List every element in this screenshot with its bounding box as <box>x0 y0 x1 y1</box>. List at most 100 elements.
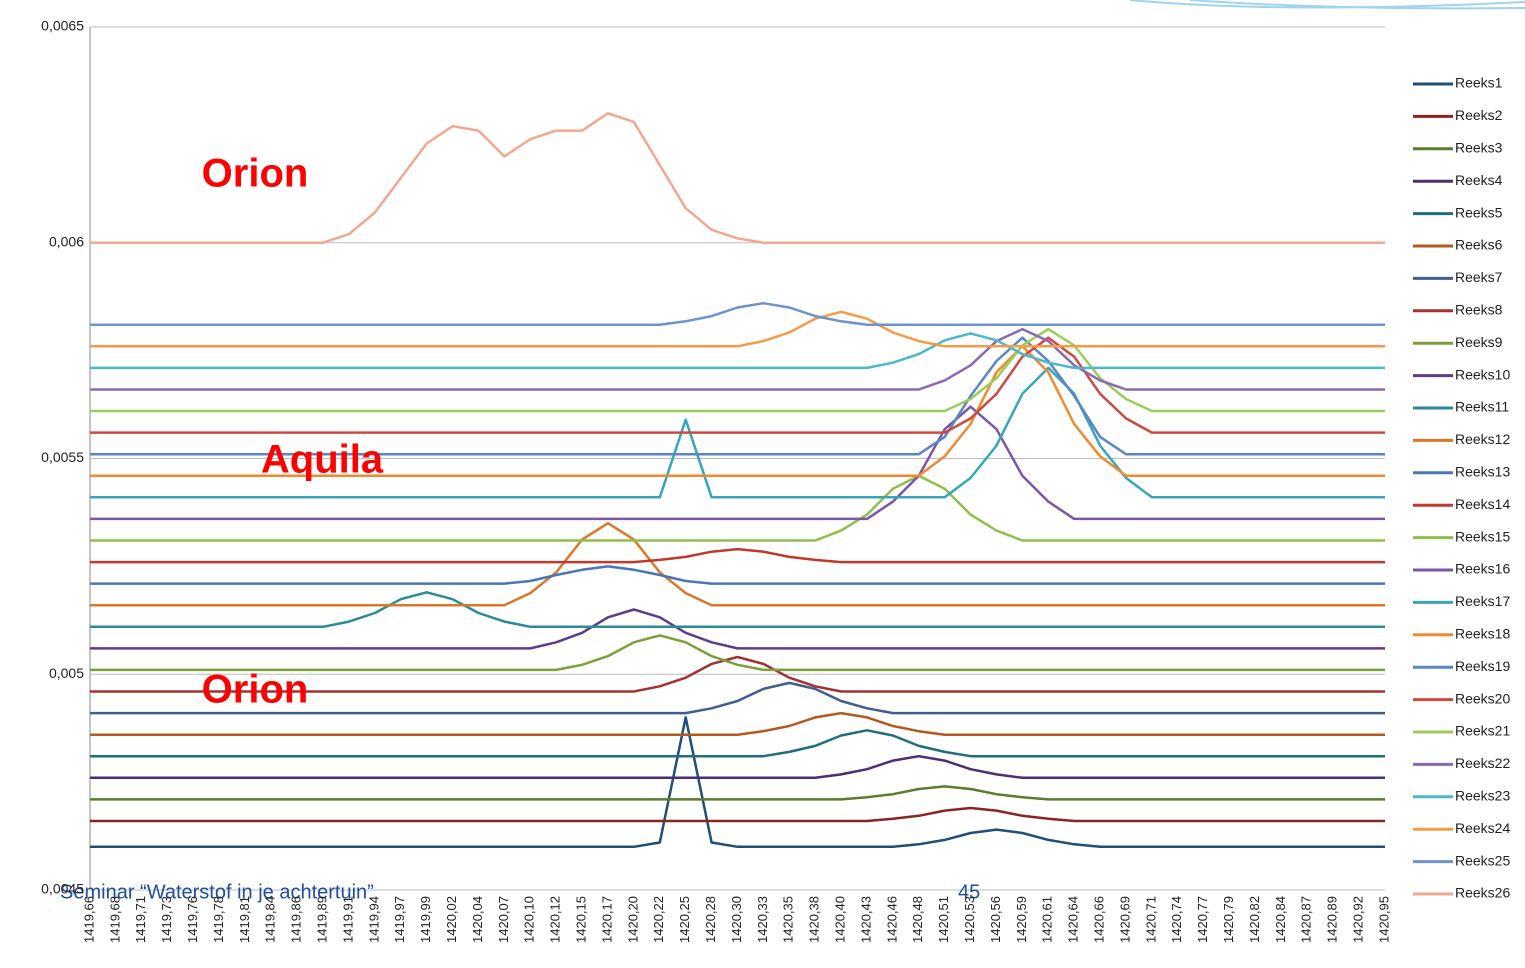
x-tick-label: 1419,99 <box>418 896 433 943</box>
series-line <box>90 366 1385 499</box>
x-tick-label: 1419,86 <box>289 896 304 943</box>
x-tick-label: 1420,35 <box>781 896 796 943</box>
series-line <box>90 405 1385 521</box>
legend-label: Reeks1 <box>1455 75 1503 91</box>
legend-label: Reeks24 <box>1455 820 1510 836</box>
x-tick-label: 1420,48 <box>910 896 925 943</box>
x-tick-label: 1419,66 <box>81 896 96 943</box>
series-line <box>90 345 1385 478</box>
legend-label: Reeks8 <box>1455 302 1503 318</box>
series-line <box>90 716 1385 849</box>
series-line <box>90 336 1385 456</box>
y-tick-label: 0,005 <box>49 665 84 681</box>
x-tick-label: 1420,61 <box>1040 896 1055 943</box>
x-tick-label: 1420,89 <box>1325 896 1340 943</box>
x-tick-label: 1420,56 <box>988 896 1003 943</box>
legend-label: Reeks26 <box>1455 885 1510 901</box>
x-tick-label: 1420,64 <box>1066 896 1081 943</box>
x-tick-label: 1420,20 <box>625 896 640 943</box>
annotation: Orion <box>202 668 309 712</box>
series-line <box>90 565 1385 585</box>
legend-label: Reeks19 <box>1455 658 1510 674</box>
series-line <box>90 608 1385 650</box>
legend-label: Reeks20 <box>1455 690 1510 706</box>
x-tick-label: 1420,79 <box>1221 896 1236 943</box>
legend-label: Reeks16 <box>1455 561 1510 577</box>
series-line <box>90 729 1385 758</box>
legend-label: Reeks9 <box>1455 334 1503 350</box>
x-tick-label: 1420,71 <box>1143 896 1158 943</box>
series-line <box>90 332 1385 370</box>
x-tick-label: 1419,68 <box>107 896 122 943</box>
annotation: Aquila <box>261 438 384 482</box>
legend-label: Reeks15 <box>1455 528 1510 544</box>
series-line <box>90 655 1385 693</box>
x-tick-label: 1420,92 <box>1351 896 1366 943</box>
x-tick-label: 1420,77 <box>1195 896 1210 943</box>
series-line <box>90 634 1385 672</box>
x-tick-label: 1419,81 <box>237 896 252 943</box>
x-tick-label: 1420,33 <box>755 896 770 943</box>
x-tick-label: 1419,73 <box>159 896 174 943</box>
page-number: 45 <box>958 881 980 903</box>
x-tick-label: 1420,95 <box>1376 896 1391 943</box>
series-line <box>90 327 1385 391</box>
x-tick-label: 1420,87 <box>1299 896 1314 943</box>
x-tick-label: 1420,10 <box>522 896 537 943</box>
legend-label: Reeks23 <box>1455 788 1510 804</box>
x-tick-label: 1419,78 <box>211 896 226 943</box>
series-line <box>90 711 1385 736</box>
x-tick-label: 1419,76 <box>185 896 200 943</box>
legend-label: Reeks25 <box>1455 852 1510 868</box>
x-tick-label: 1420,38 <box>807 896 822 943</box>
series-line <box>90 754 1385 780</box>
y-tick-label: 0,0045 <box>41 881 84 897</box>
x-tick-label: 1420,43 <box>858 896 873 943</box>
x-tick-label: 1419,94 <box>366 896 381 943</box>
legend-label: Reeks18 <box>1455 626 1510 642</box>
x-tick-label: 1419,84 <box>263 896 278 943</box>
x-tick-label: 1420,84 <box>1273 896 1288 943</box>
series-line <box>90 336 1385 434</box>
x-tick-label: 1420,53 <box>962 896 977 943</box>
series-line <box>90 806 1385 823</box>
x-tick-label: 1420,82 <box>1247 896 1262 943</box>
series-line <box>90 474 1385 542</box>
x-tick-label: 1420,07 <box>496 896 511 943</box>
x-tick-label: 1419,91 <box>340 896 355 943</box>
x-tick-label: 1419,71 <box>133 896 148 943</box>
series-line <box>90 547 1385 564</box>
y-tick-label: 0,0055 <box>41 449 84 465</box>
legend-label: Reeks6 <box>1455 237 1503 253</box>
series-line <box>90 591 1385 629</box>
legend-label: Reeks13 <box>1455 464 1510 480</box>
y-tick-label: 0,006 <box>49 233 84 249</box>
legend-label: Reeks3 <box>1455 140 1503 156</box>
legend-label: Reeks11 <box>1455 399 1509 415</box>
x-tick-label: 1420,04 <box>470 896 485 943</box>
y-tick-label: 0,0065 <box>41 18 84 34</box>
legend-label: Reeks7 <box>1455 269 1503 285</box>
series-line <box>90 310 1385 348</box>
x-tick-label: 1420,28 <box>703 896 718 943</box>
legend-label: Reeks17 <box>1455 593 1510 609</box>
x-tick-label: 1420,02 <box>444 896 459 943</box>
corner-decoration <box>1129 0 1525 10</box>
legend-label: Reeks5 <box>1455 204 1503 220</box>
x-tick-label: 1420,46 <box>884 896 899 943</box>
x-tick-label: 1420,12 <box>548 896 563 943</box>
x-tick-label: 1420,66 <box>1092 896 1107 943</box>
x-tick-label: 1420,74 <box>1169 896 1184 943</box>
series-line <box>90 785 1385 801</box>
x-tick-label: 1420,25 <box>677 896 692 943</box>
x-tick-label: 1420,17 <box>599 896 614 943</box>
legend-label: Reeks14 <box>1455 496 1510 512</box>
series-line <box>90 301 1385 326</box>
legend-label: Reeks2 <box>1455 107 1503 123</box>
legend-label: Reeks10 <box>1455 366 1510 382</box>
x-tick-label: 1420,51 <box>936 896 951 943</box>
series-line <box>90 681 1385 715</box>
annotation: Orion <box>202 152 309 196</box>
